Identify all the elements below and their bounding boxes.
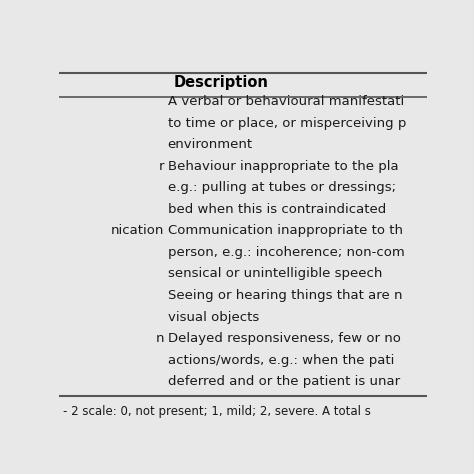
Text: Description: Description <box>173 75 268 90</box>
Text: nication: nication <box>110 224 164 237</box>
Text: visual objects: visual objects <box>168 310 259 324</box>
Text: Communication inappropriate to th: Communication inappropriate to th <box>168 224 402 237</box>
Text: person, e.g.: incoherence; non-com: person, e.g.: incoherence; non-com <box>168 246 404 259</box>
Text: n: n <box>155 332 164 345</box>
Text: e.g.: pulling at tubes or dressings;: e.g.: pulling at tubes or dressings; <box>168 182 396 194</box>
Text: actions/words, e.g.: when the pati: actions/words, e.g.: when the pati <box>168 354 394 366</box>
Text: - 2 scale: 0, not present; 1, mild; 2, severe. A total s: - 2 scale: 0, not present; 1, mild; 2, s… <box>63 405 371 419</box>
Text: environment: environment <box>168 138 253 151</box>
Text: to time or place, or misperceiving p: to time or place, or misperceiving p <box>168 117 406 130</box>
Text: deferred and or the patient is unar: deferred and or the patient is unar <box>168 375 400 388</box>
Text: Delayed responsiveness, few or no: Delayed responsiveness, few or no <box>168 332 401 345</box>
Text: A verbal or behavioural manifestati: A verbal or behavioural manifestati <box>168 95 404 108</box>
Text: Behaviour inappropriate to the pla: Behaviour inappropriate to the pla <box>168 160 398 173</box>
Text: Seeing or hearing things that are n: Seeing or hearing things that are n <box>168 289 402 302</box>
Text: sensical or unintelligible speech: sensical or unintelligible speech <box>168 267 382 281</box>
Text: bed when this is contraindicated: bed when this is contraindicated <box>168 203 386 216</box>
Text: r: r <box>158 160 164 173</box>
